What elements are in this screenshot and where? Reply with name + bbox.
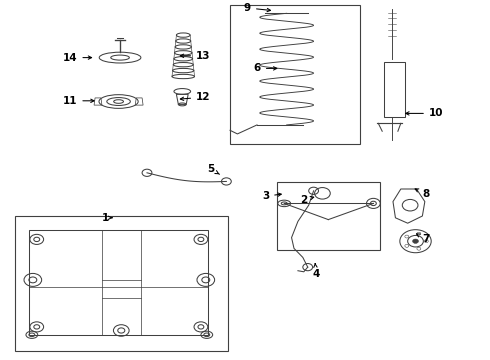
Text: 4: 4 [312, 264, 320, 279]
Text: 2: 2 [300, 195, 314, 205]
Text: 12: 12 [180, 92, 211, 102]
Text: 5: 5 [207, 164, 220, 174]
Circle shape [413, 239, 418, 243]
Text: 8: 8 [415, 189, 430, 199]
Text: 3: 3 [262, 191, 281, 201]
Text: 11: 11 [63, 96, 94, 106]
Text: 14: 14 [63, 53, 92, 63]
Bar [230, 5, 360, 144]
Bar [29, 230, 208, 335]
Text: 1: 1 [102, 213, 112, 223]
Text: 6: 6 [254, 63, 277, 73]
Text: 13: 13 [180, 51, 211, 61]
Bar [277, 182, 380, 250]
Text: 9: 9 [244, 3, 270, 13]
Bar [15, 216, 228, 351]
Text: 10: 10 [406, 108, 443, 118]
Text: 7: 7 [416, 234, 430, 244]
